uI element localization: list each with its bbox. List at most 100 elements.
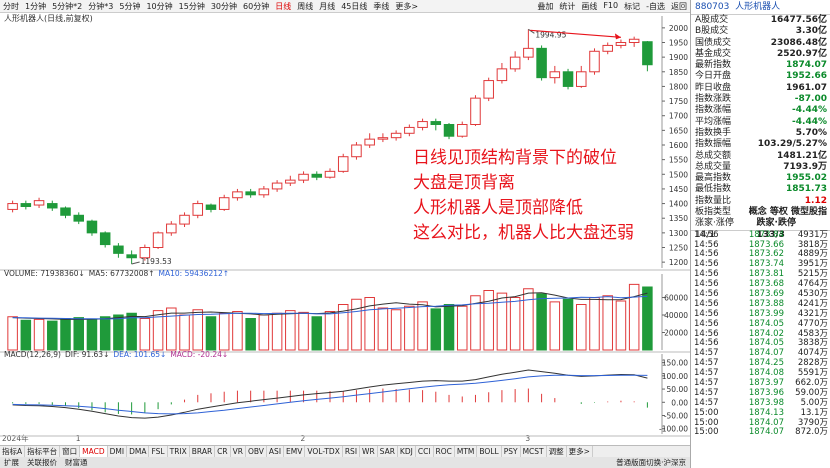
stat-label: 今日开盘 <box>695 71 732 82</box>
tool-button[interactable]: 返回 <box>671 1 687 11</box>
indicator-tab[interactable]: 调整 <box>547 446 567 457</box>
tick-volume: 4241万 <box>797 298 828 309</box>
stat-value: -4.44% <box>792 105 827 116</box>
y-tick-label: 150.00 <box>662 359 688 368</box>
indicator-tab[interactable]: BRAR <box>190 446 216 457</box>
indicator-tab[interactable]: EMV <box>284 446 306 457</box>
indicator-tab[interactable]: ROC <box>434 446 455 457</box>
stat-value: 23086.48亿 <box>770 37 827 48</box>
indicator-tab[interactable]: WR <box>360 446 378 457</box>
status-item[interactable]: 关联报价 <box>27 458 57 467</box>
indicator-tab[interactable]: VR <box>231 446 246 457</box>
period-button[interactable]: 1分钟 <box>25 1 47 11</box>
indicator-tab[interactable]: BOLL <box>477 446 502 457</box>
tick-time: 14:57 <box>694 368 719 379</box>
candle-body <box>628 38 640 44</box>
period-button[interactable]: 30分钟 <box>210 1 238 11</box>
stat-row: 板指类型 概念 等权 微型股指 <box>691 207 830 218</box>
volume-bar <box>456 305 468 351</box>
tool-button[interactable]: -自选 <box>646 1 665 11</box>
status-item[interactable]: 财富通 <box>65 458 88 467</box>
stat-row: 昨日收盘 1961.07 <box>691 83 830 94</box>
tick-row: 15:00 1874.13 13.1万 <box>691 408 830 419</box>
tool-button[interactable]: 叠加 <box>537 1 554 11</box>
period-button[interactable]: 10分钟 <box>146 1 173 11</box>
volume-bar <box>549 301 561 351</box>
stat-row: 国债成交 23086.48亿 <box>691 38 830 49</box>
indicator-tab[interactable]: 指标平台 <box>25 446 61 457</box>
stat-row: 总成交额 1481.21亿 <box>691 151 830 162</box>
indicator-tab[interactable]: CCI <box>416 446 434 457</box>
stat-value: 3.30亿 <box>795 26 827 37</box>
volume-bar <box>285 310 296 351</box>
status-item[interactable]: 普通版面切换·沪深京 <box>616 458 686 467</box>
stat-value: 2520.97亿 <box>777 48 827 59</box>
candle-body <box>47 203 58 209</box>
annotation: 人形机器人是顶部降低 <box>413 198 583 218</box>
tool-button[interactable]: 标记 <box>624 1 641 11</box>
macd-line <box>12 374 648 415</box>
indicator-tab[interactable]: 更多> <box>567 446 593 457</box>
stat-row: 指数振幅 103.29/5.27% <box>691 139 830 150</box>
tick-volume: 3790万 <box>797 417 828 428</box>
candle-body <box>232 191 243 199</box>
tick-price: 1874.07 <box>748 348 784 359</box>
indicator-tab[interactable]: ASI <box>267 446 285 457</box>
tool-button[interactable]: 统计 <box>559 1 576 11</box>
y-tick-label: 1700 <box>669 112 688 121</box>
period-button[interactable]: 15分钟 <box>178 1 205 11</box>
y-tick-label: 1900 <box>669 53 688 62</box>
period-button[interactable]: 月线 <box>319 1 336 11</box>
volume-bar <box>417 301 428 351</box>
indicator-tab[interactable]: PSY <box>502 446 521 457</box>
volume-bar <box>47 320 58 351</box>
tick-row: 14:56 1874.02 4583万 <box>691 329 830 340</box>
volume-bar <box>218 312 230 351</box>
indicator-tab[interactable]: TRIX <box>168 446 190 457</box>
legend-entry: MA5: 67732008↑ <box>89 269 155 278</box>
volume-bar <box>523 288 534 351</box>
status-item[interactable]: 扩展 <box>4 458 19 467</box>
indicator-tab[interactable]: MTM <box>455 446 478 457</box>
period-button[interactable]: 更多> <box>395 1 419 11</box>
indicator-tab[interactable]: 指标A <box>0 446 26 457</box>
y-tick-label: 1450 <box>669 185 688 194</box>
period-button[interactable]: 45日线 <box>341 1 368 11</box>
y-tick-label: 1250 <box>669 244 688 253</box>
candle-body <box>152 232 164 249</box>
volume-bar <box>271 312 283 351</box>
indicator-tab[interactable]: VOL-TDX <box>305 446 343 457</box>
tool-button[interactable]: 画线 <box>581 1 598 11</box>
volume-bar <box>179 314 190 351</box>
period-button[interactable]: 5分钟 <box>119 1 141 11</box>
y-tick-label: 1950 <box>669 39 688 48</box>
indicator-tab[interactable]: MCST <box>521 446 547 457</box>
tick-price: 1873.98 <box>748 397 784 408</box>
indicator-tab[interactable]: SAR <box>378 446 398 457</box>
tick-row: 14:56 1873.68 4764万 <box>691 279 830 290</box>
tick-price: 1873.88 <box>748 298 784 309</box>
stat-value: 7193.9万 <box>783 161 827 172</box>
candle-body <box>245 191 256 196</box>
indicator-tab[interactable]: OBV <box>246 446 267 457</box>
indicator-tab[interactable]: KDJ <box>398 446 416 457</box>
period-button[interactable]: 季线 <box>373 1 390 11</box>
stat-label: 总成交额 <box>695 150 732 161</box>
tool-button[interactable]: F10 <box>603 0 619 10</box>
period-button[interactable]: 周线 <box>297 1 314 11</box>
indicator-tab[interactable]: FSL <box>149 446 168 457</box>
period-button[interactable]: 5分钟*2 <box>52 1 83 11</box>
indicator-tab[interactable]: CR <box>215 446 231 457</box>
indicator-tab[interactable]: 窗口 <box>60 446 81 457</box>
period-button[interactable]: 日线 <box>275 1 292 11</box>
indicator-tab[interactable]: MACD <box>80 446 108 457</box>
period-button[interactable]: 分钟*3 <box>88 1 114 11</box>
indicator-tab[interactable]: RSI <box>343 446 361 457</box>
y-tick-label: 40000 <box>664 311 688 320</box>
period-button[interactable]: 60分钟 <box>243 1 270 11</box>
indicator-tab[interactable]: DMA <box>127 446 150 457</box>
candle-body <box>99 232 111 246</box>
indicator-tab[interactable]: DMI <box>108 446 128 457</box>
tick-list: 14:56 1873.84 4931万 14:56 1873.66 3818万 14:56 1… <box>691 229 830 439</box>
period-button[interactable]: 分时 <box>3 1 19 11</box>
